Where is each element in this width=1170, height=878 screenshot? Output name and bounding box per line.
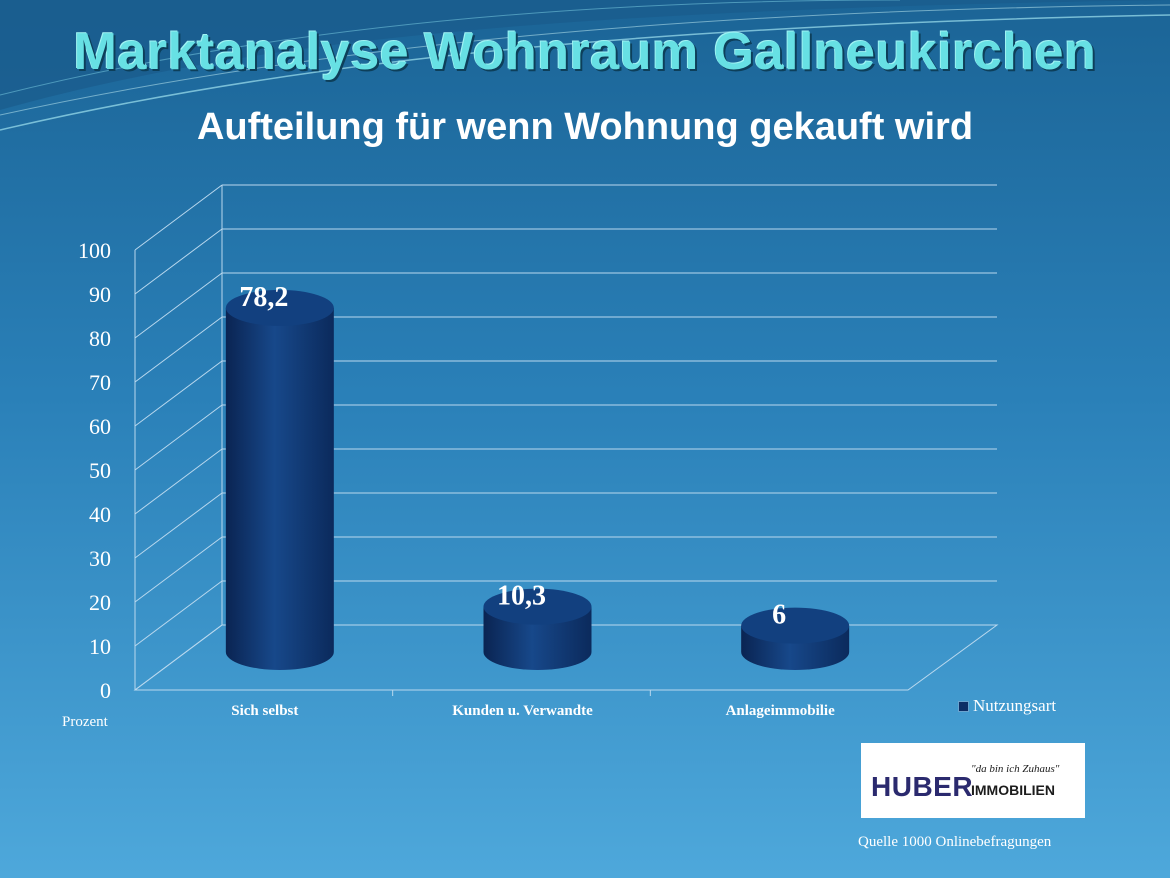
bar-body xyxy=(483,606,592,670)
source-note: Quelle 1000 Onlinebefragungen xyxy=(858,834,1052,850)
y-tick-label: 90 xyxy=(89,282,111,307)
y-tick-label: 60 xyxy=(89,414,111,439)
legend-label: Nutzungsart xyxy=(973,696,1057,715)
bar-2 xyxy=(483,588,592,670)
y-tick-label: 10 xyxy=(89,634,111,659)
grid-diagonal xyxy=(134,448,223,515)
bar-1 xyxy=(225,289,334,670)
y-axis-unit-label: Prozent xyxy=(62,714,108,730)
data-label: 78,2 xyxy=(239,282,288,313)
y-tick-label: 40 xyxy=(89,502,111,527)
x-tick-label: Kunden u. Verwandte xyxy=(452,703,593,719)
grid-diagonal xyxy=(134,228,223,295)
bar-top xyxy=(741,607,850,644)
grid-diagonal xyxy=(134,580,223,647)
chart-grid xyxy=(133,184,999,696)
x-tick-label: Anlageimmobilie xyxy=(726,703,836,719)
grid-diagonal xyxy=(134,272,223,339)
bar-top xyxy=(225,289,334,326)
bar-top xyxy=(483,588,592,625)
y-tick-label: 100 xyxy=(78,238,111,263)
y-tick-label: 0 xyxy=(100,678,111,703)
logo-slogan: "da bin ich Zuhaus" xyxy=(971,763,1060,775)
legend-swatch xyxy=(958,700,969,712)
y-axis-ticks: 0 10 20 30 40 50 60 70 80 90 100 xyxy=(78,238,111,703)
company-logo: HUBER "da bin ich Zuhaus" IMMOBILIEN xyxy=(861,743,1085,818)
data-label: 10,3 xyxy=(497,581,546,612)
y-tick-label: 80 xyxy=(89,326,111,351)
chart-subtitle: Aufteilung für wenn Wohnung gekauft wird xyxy=(196,106,974,148)
x-axis-labels: Sich selbst Kunden u. Verwandte Anlageimmo… xyxy=(231,703,835,719)
grid-diagonal xyxy=(134,404,223,471)
logo-brand-suffix: IMMOBILIEN xyxy=(971,782,1055,798)
y-tick-label: 30 xyxy=(89,546,111,571)
grid-diagonal xyxy=(134,316,223,383)
slide-title: Marktanalyse Wohnraum Gallneukirchen xyxy=(73,23,1097,81)
chart-legend: Nutzungsart xyxy=(958,696,1056,716)
y-tick-label: 70 xyxy=(89,370,111,395)
y-tick-label: 50 xyxy=(89,458,111,483)
data-label: 6 xyxy=(772,600,786,631)
data-labels: 78,2 10,3 6 xyxy=(239,282,786,631)
grid-diagonal xyxy=(134,492,223,559)
bar-body xyxy=(225,307,334,670)
logo-brand: HUBER xyxy=(871,771,974,802)
x-tick-label: Sich selbst xyxy=(231,703,298,719)
grid-diagonal xyxy=(134,536,223,603)
y-tick-label: 20 xyxy=(89,590,111,615)
grid-diagonal xyxy=(134,360,223,427)
bar-3 xyxy=(741,607,850,670)
chart-bars xyxy=(225,289,850,670)
grid-diagonal xyxy=(134,184,223,251)
